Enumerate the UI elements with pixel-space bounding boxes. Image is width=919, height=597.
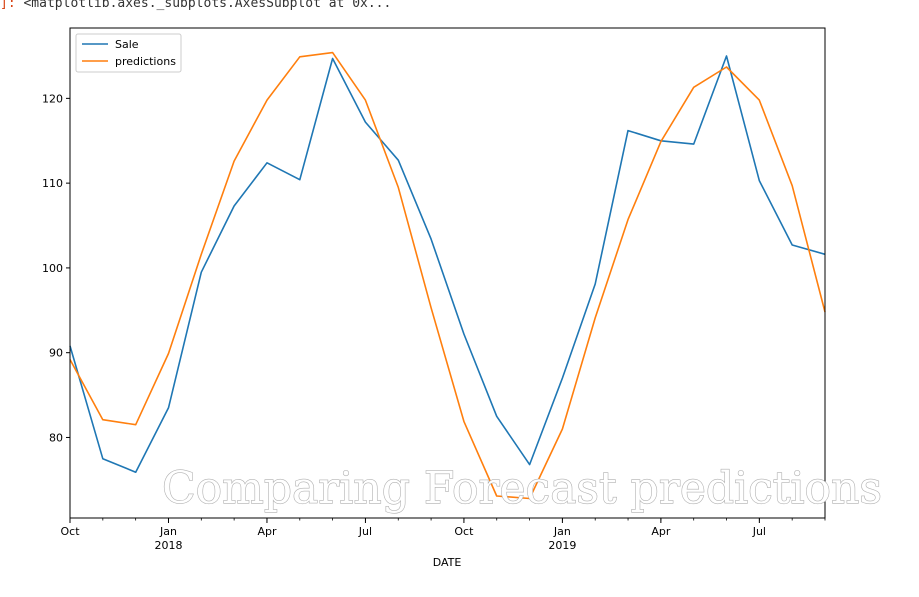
x-tick-label: Jul bbox=[752, 525, 766, 538]
legend: Sale predictions bbox=[75, 33, 182, 73]
x-tick-label: Jul bbox=[358, 525, 372, 538]
series-lines bbox=[69, 51, 826, 500]
cell-output-line: ]: <matplotlib.axes._subplots.AxesSubplo… bbox=[0, 0, 391, 11]
x-tick-label: Apr bbox=[257, 525, 277, 538]
x-tick-label: Jan bbox=[553, 525, 571, 538]
legend-label-predictions: predictions bbox=[115, 55, 176, 68]
y-tick-label: 110 bbox=[42, 177, 63, 190]
series-line-predictions bbox=[69, 51, 826, 500]
plot-frame bbox=[69, 27, 826, 519]
x-tick-label: Oct bbox=[454, 525, 474, 538]
x-tick-year-label: 2018 bbox=[154, 539, 182, 552]
x-axis-title: DATE bbox=[433, 556, 462, 569]
y-tick-label: 100 bbox=[42, 262, 63, 275]
x-tick-label: Jan bbox=[159, 525, 177, 538]
watermark-text: Comparing Forecast predictions bbox=[162, 463, 882, 514]
x-tick-label: Oct bbox=[60, 525, 80, 538]
plot-area bbox=[70, 28, 825, 518]
output-text: <matplotlib.axes._subplots.AxesSubplot a… bbox=[23, 0, 392, 11]
x-tick-year-label: 2019 bbox=[548, 539, 576, 552]
y-axis: 80 90 100 110 120 bbox=[42, 92, 70, 444]
series-line-sale bbox=[69, 55, 826, 474]
y-tick-label: 120 bbox=[42, 92, 63, 105]
output-prompt: ]: bbox=[0, 0, 16, 11]
x-tick-label: Apr bbox=[651, 525, 671, 538]
legend-label-sale: Sale bbox=[115, 38, 139, 51]
y-tick-label: 90 bbox=[49, 347, 63, 360]
y-tick-label: 80 bbox=[49, 431, 63, 444]
